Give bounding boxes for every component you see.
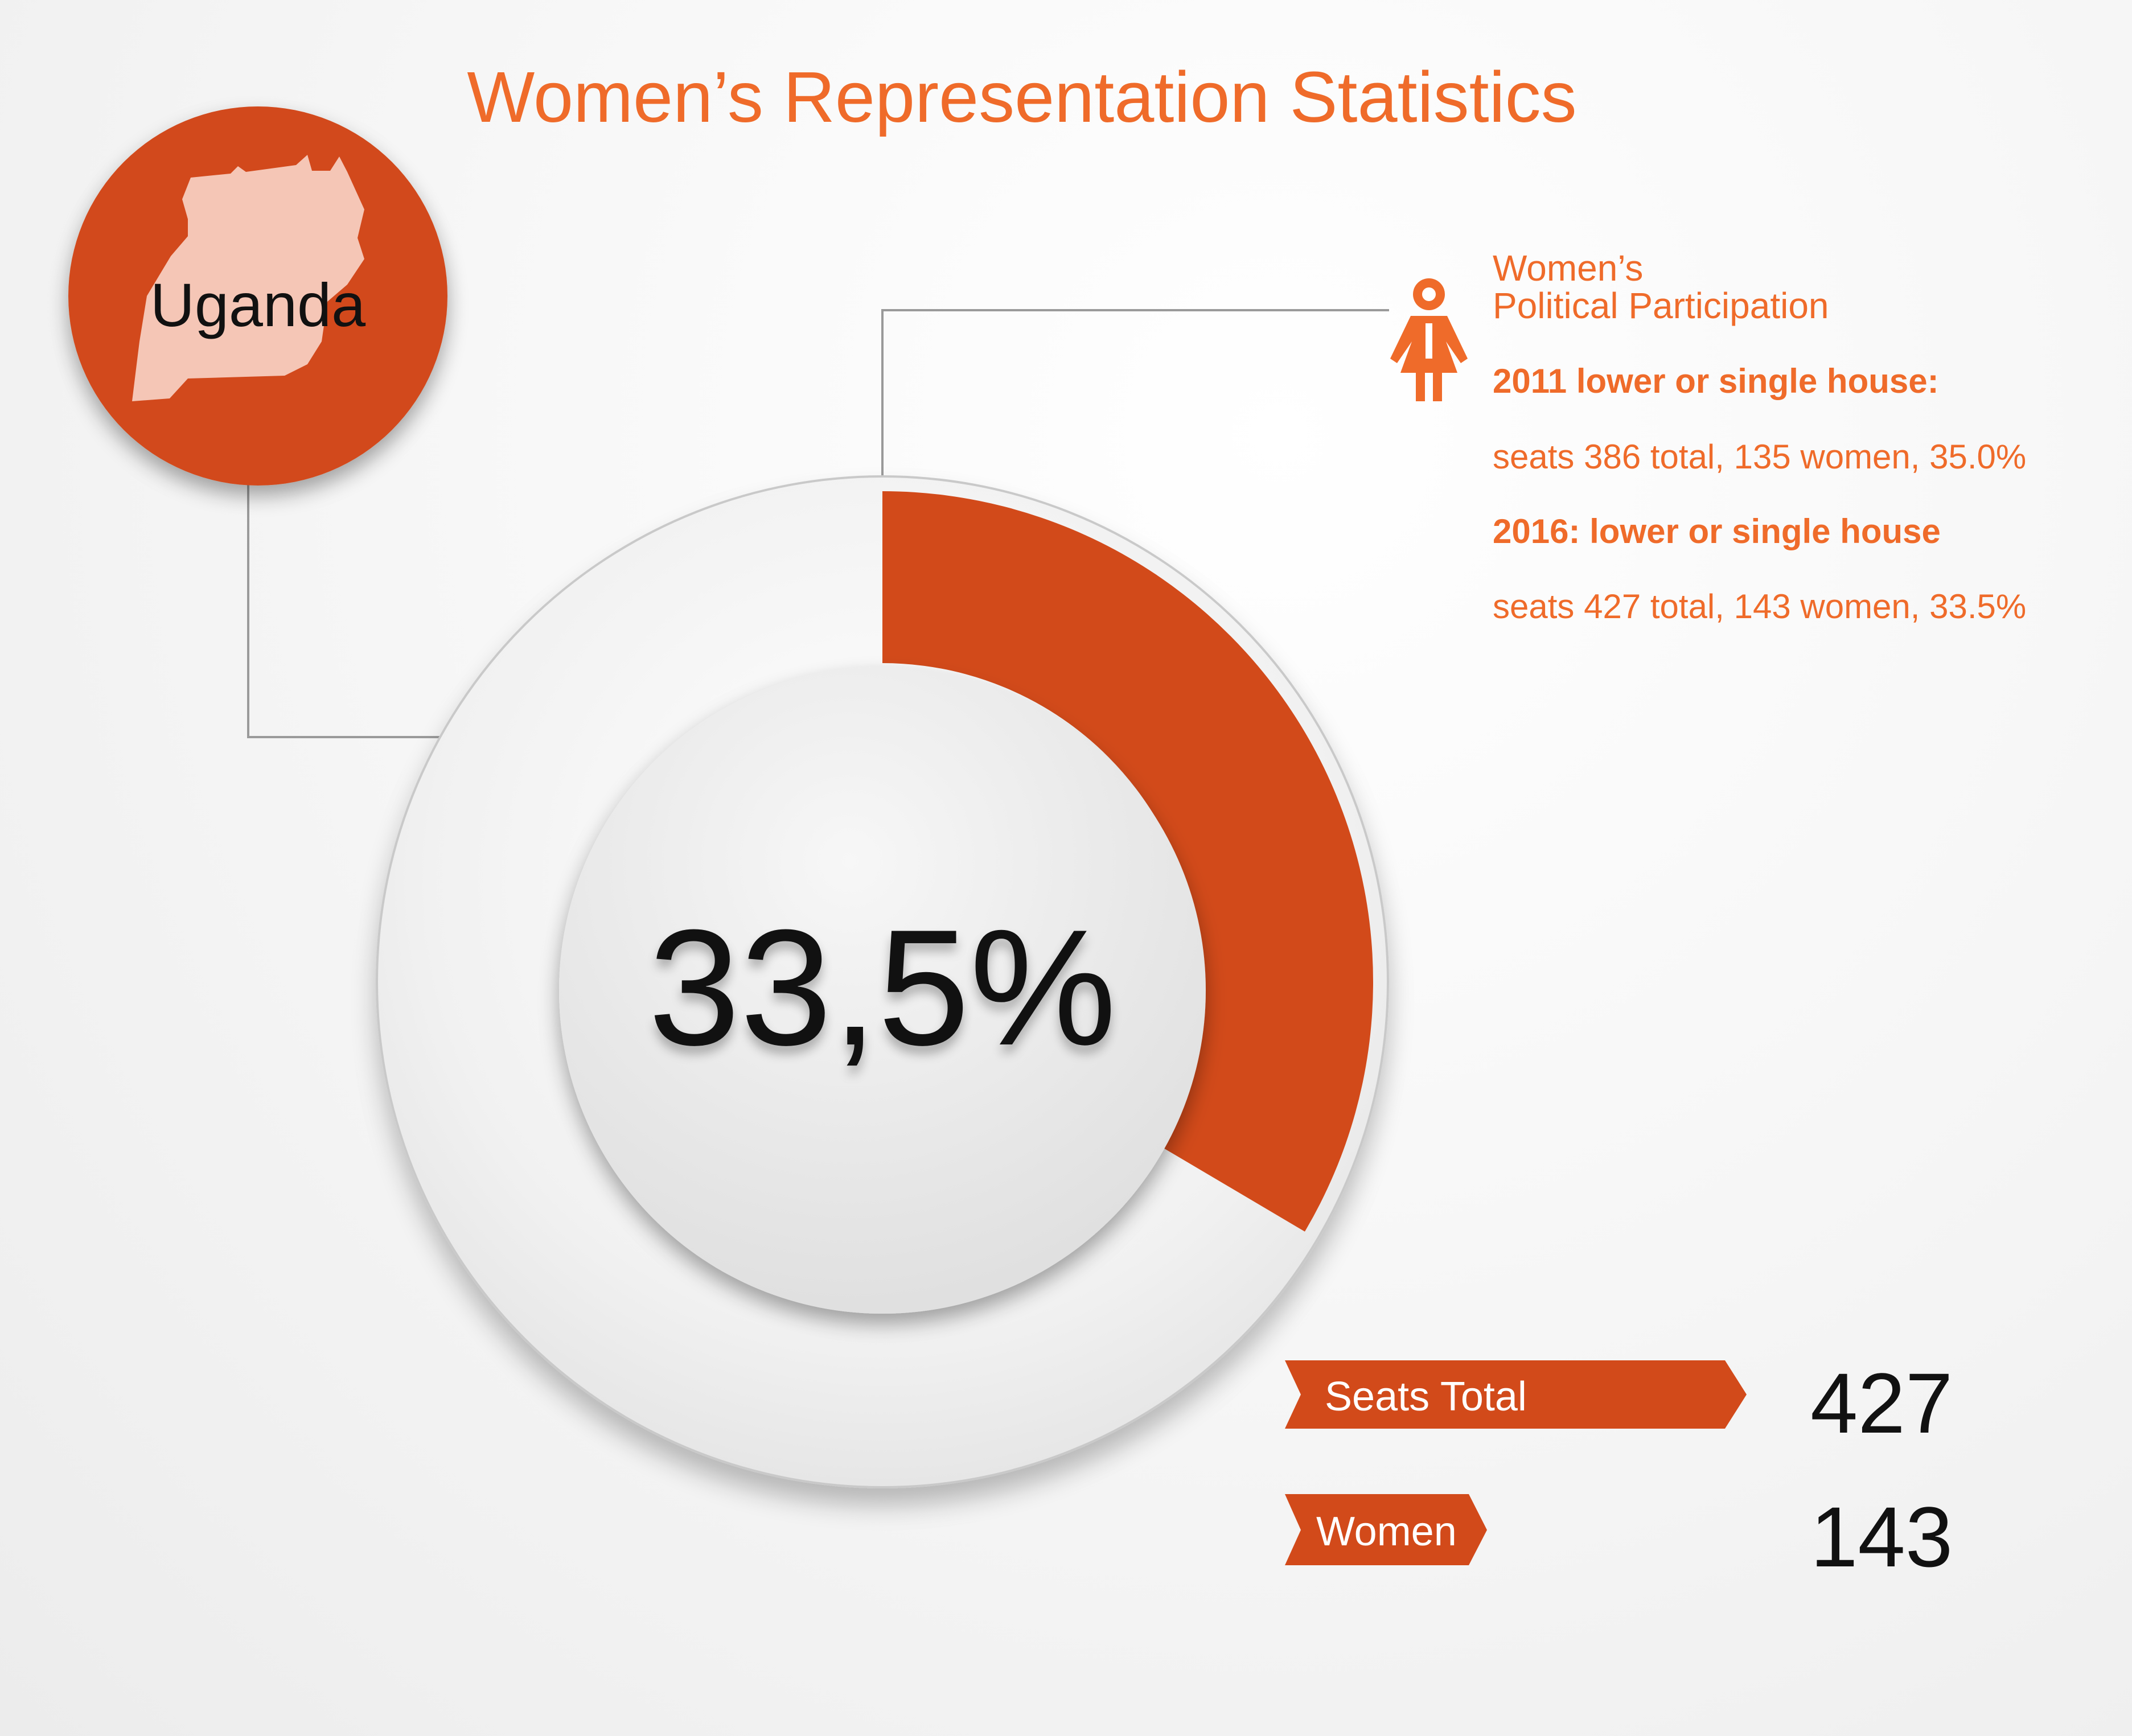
info-detail-2011: seats 386 total, 135 women, 35.0% [1493, 438, 2027, 476]
seats-total-label: Seats Total [1325, 1374, 1527, 1420]
info-heading-line1: Women’s [1493, 248, 1644, 289]
info-panel: Women’s Political Participation 2011 low… [1493, 248, 2119, 624]
info-heading-line2: Political Participation [1493, 285, 1829, 326]
chart-center-label: 33,5% [648, 895, 1117, 1080]
women-label: Women [1316, 1509, 1457, 1554]
woman-icon [1390, 278, 1468, 401]
connector-line-info [881, 309, 1389, 481]
page-title: Women’s Representation Statistics [467, 57, 1577, 137]
info-year-2016: 2016: lower or single house [1493, 512, 1941, 550]
seats-total-ribbon [1285, 1360, 1747, 1429]
donut-inner-disc [559, 667, 1206, 1314]
donut-segment-women [882, 491, 1373, 1232]
seats-total-value: 427 [1810, 1355, 1953, 1451]
country-label: Uganda [150, 270, 366, 339]
women-value: 143 [1810, 1489, 1953, 1585]
info-year-2011: 2011 lower or single house: [1493, 362, 1939, 400]
uganda-map-icon [132, 155, 364, 401]
women-ribbon [1285, 1494, 1487, 1565]
info-detail-2016: seats 427 total, 143 women, 33.5% [1493, 587, 2027, 626]
connector-line-country [247, 481, 441, 738]
